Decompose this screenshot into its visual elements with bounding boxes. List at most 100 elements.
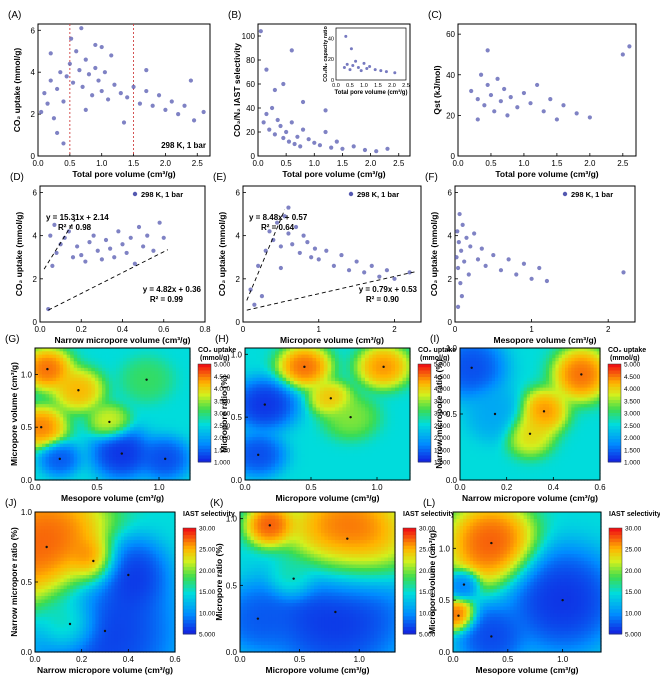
inset-y-tick-label: 0	[331, 78, 334, 84]
colorbar-step	[418, 433, 431, 437]
y-axis-label: CO₂ uptake (mmol/g)	[12, 48, 22, 133]
data-point	[84, 58, 88, 62]
data-point	[55, 87, 59, 91]
data-point	[284, 130, 288, 134]
data-point	[48, 234, 52, 238]
data-point	[339, 253, 343, 257]
sample-point	[46, 368, 48, 370]
inset-x-label: Total pore volume (cm³/g)	[335, 89, 408, 96]
y-tick-label: 0.0	[231, 476, 243, 485]
data-point	[170, 99, 174, 103]
colorbar-step	[198, 423, 211, 427]
x-tick-label: 0.5	[91, 483, 103, 492]
y-tick-label: 40	[246, 104, 255, 113]
inset-point	[357, 66, 360, 69]
colorbar-step	[418, 390, 431, 394]
colorbar-step	[418, 384, 431, 388]
data-point	[476, 257, 480, 261]
data-point	[305, 240, 309, 244]
data-point	[370, 264, 374, 268]
data-point	[157, 93, 161, 97]
data-point	[69, 37, 73, 41]
legend-label: 298 K, 1 bar	[141, 190, 183, 199]
x-tick-label: 1.0	[371, 483, 383, 492]
colorbar-step	[418, 387, 431, 391]
y-tick-label: 6	[448, 188, 453, 197]
x-tick-label: 1.0	[153, 483, 165, 492]
data-point	[480, 247, 484, 251]
data-point	[100, 45, 104, 49]
fit1-equation: y = 15.31x + 2.14	[46, 213, 109, 222]
fit2-equation: y = 4.82x + 0.36	[143, 285, 202, 294]
data-point	[279, 244, 283, 248]
data-point	[163, 108, 167, 112]
colorbar-step	[418, 416, 431, 420]
points-layer	[39, 24, 206, 156]
data-point	[93, 66, 97, 70]
data-point	[93, 43, 97, 47]
data-point	[332, 264, 336, 268]
colorbar-step	[198, 446, 211, 450]
data-point	[79, 26, 83, 30]
data-point	[151, 104, 155, 108]
y-tick-label: 0	[236, 318, 241, 327]
inset-point	[351, 64, 354, 67]
panel-letter: (E)	[213, 172, 226, 183]
y-tick-label: 6	[236, 188, 241, 197]
legend-marker	[133, 192, 137, 196]
data-point	[176, 112, 180, 116]
data-point	[68, 62, 72, 66]
sample-point	[108, 421, 110, 423]
sample-point	[382, 366, 384, 368]
colorbar-step	[198, 403, 211, 407]
data-point	[87, 72, 91, 76]
legend-marker	[563, 192, 567, 196]
y-tick-label: 0	[33, 318, 38, 327]
colorbar-step	[418, 393, 431, 397]
colorbar-step	[418, 439, 431, 443]
x-axis-label: Mesopore volume (cm³/g)	[61, 493, 164, 503]
inset-point	[349, 68, 352, 71]
colorbar-step	[418, 452, 431, 456]
data-point	[58, 70, 62, 74]
data-point	[119, 91, 123, 95]
inset-x-tick-label: 1.5	[374, 83, 382, 89]
data-point	[298, 144, 302, 148]
data-point	[281, 82, 285, 86]
fit2-r2: R² = 0.90	[366, 295, 400, 304]
data-point	[129, 236, 133, 240]
data-point	[476, 97, 480, 101]
colorbar-step	[198, 393, 211, 397]
inset-point	[354, 60, 357, 63]
colorbar-step	[198, 406, 211, 410]
data-point	[456, 305, 460, 309]
x-tick-label: 0.5	[305, 483, 317, 492]
y-tick-label: 0	[451, 152, 456, 161]
data-point	[514, 272, 518, 276]
colorbar-step	[418, 364, 431, 368]
data-point	[52, 116, 56, 120]
data-point	[454, 255, 458, 259]
x-tick-label: 2.5	[617, 159, 629, 168]
data-point	[298, 251, 302, 255]
data-point	[87, 240, 91, 244]
y-axis-label: CO₂/N₂ IAST selectivity	[232, 43, 242, 137]
data-point	[50, 264, 54, 268]
plot-frame	[455, 186, 635, 322]
inset-point	[360, 69, 363, 72]
x-tick-label: 2.0	[160, 159, 172, 168]
data-point	[561, 103, 565, 107]
sample-point	[40, 426, 42, 428]
data-point	[309, 255, 313, 259]
x-tick-label: 0.8	[199, 325, 211, 334]
data-point	[392, 277, 396, 281]
data-point	[79, 253, 83, 257]
data-point	[276, 118, 280, 122]
panel-letter: (B)	[228, 10, 241, 21]
data-point	[202, 110, 206, 114]
data-point	[529, 277, 533, 281]
inset-point	[393, 71, 396, 74]
data-point	[75, 244, 79, 248]
inset-x-tick-label: 0.5	[346, 83, 354, 89]
y-tick-label: 20	[446, 111, 455, 120]
